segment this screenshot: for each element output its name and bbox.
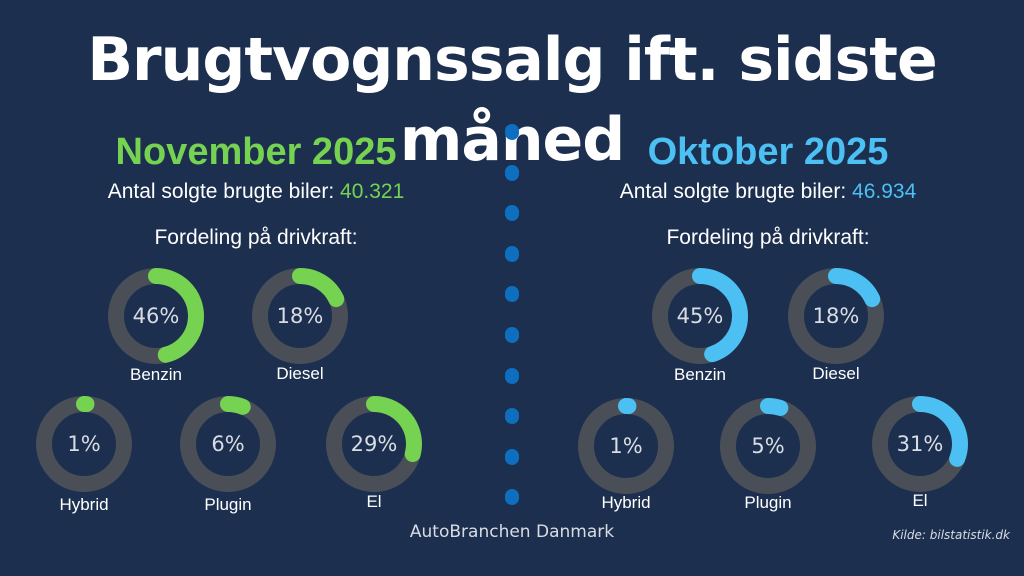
donut-value-arc <box>788 268 884 364</box>
donut-percent-label: 45% <box>676 304 724 328</box>
panel-october: Oktober 2025 Antal solgte brugte biler: … <box>512 0 1024 576</box>
divider-dash <box>505 246 519 262</box>
donut-value-arc <box>108 268 204 364</box>
donut-category-label: Benzin <box>674 365 726 384</box>
donut-percent-label: 6% <box>211 432 245 456</box>
donut-category-label: Diesel <box>276 364 324 383</box>
donut-plugin: 5% <box>718 396 818 496</box>
donut-percent-label: 1% <box>609 434 643 458</box>
donut-el: 31% <box>870 394 970 494</box>
donut-value-arc <box>578 398 674 494</box>
sales-count-line: Antal solgte brugte biler: 46.934 <box>512 178 1024 206</box>
donut-category-label: El <box>912 491 928 510</box>
donut-category-label: Plugin <box>204 495 252 514</box>
donut-value-arc <box>180 396 276 492</box>
sales-count-label: Antal solgte brugte biler: <box>107 180 335 203</box>
donut-svg <box>180 396 276 492</box>
divider-dash <box>505 368 519 384</box>
donut-category-label: El <box>366 492 382 511</box>
donut-svg <box>720 398 816 494</box>
donut-value-arc <box>652 268 748 364</box>
donut-percent-label: 46% <box>132 304 180 328</box>
donut-category-label: Benzin <box>130 365 182 384</box>
donut-benzin: 46% <box>106 266 206 366</box>
divider-dash <box>505 205 519 221</box>
donut-svg <box>578 398 674 494</box>
divider-dash <box>505 286 519 302</box>
donut-percent-label: 18% <box>276 304 324 328</box>
donut-benzin: 45% <box>650 266 750 366</box>
donut-category-label: Hybrid <box>601 493 651 512</box>
donut-svg <box>788 268 884 364</box>
donut-svg <box>36 396 132 492</box>
sales-count-line: Antal solgte brugte biler: 40.321 <box>0 178 512 206</box>
donut-svg <box>108 268 204 364</box>
divider-dash <box>505 124 519 140</box>
period-title: November 2025 <box>115 131 397 173</box>
donut-value-arc <box>326 396 422 492</box>
sales-count-value: 46.934 <box>852 180 917 203</box>
donut-el: 29% <box>324 394 424 494</box>
donut-svg <box>252 268 348 364</box>
donut-percent-label: 18% <box>812 304 860 328</box>
period-title: Oktober 2025 <box>647 131 889 173</box>
donut-hybrid: 1% <box>576 396 676 496</box>
donut-diesel: 18% <box>786 266 886 366</box>
donut-svg <box>652 268 748 364</box>
source-note: Kilde: bilstatistik.dk <box>892 528 1010 542</box>
donut-category-label: Plugin <box>744 493 792 512</box>
donut-category-label: Diesel <box>812 364 860 383</box>
donut-percent-label: 5% <box>751 434 785 458</box>
page-title: Brugtvognssalg ift. sidste måned <box>87 25 937 175</box>
sales-count-value: 40.321 <box>340 180 405 203</box>
donut-category-label: Hybrid <box>59 495 109 514</box>
divider-dash <box>505 165 519 181</box>
donut-svg <box>326 396 422 492</box>
donut-hybrid: 1% <box>34 394 134 494</box>
sales-count-label: Antal solgte brugte biler: <box>619 180 847 203</box>
distribution-subheading: Fordeling på drivkraft: <box>154 226 358 249</box>
divider-dash <box>505 327 519 343</box>
donut-value-arc <box>36 396 132 492</box>
donut-value-arc <box>720 398 816 494</box>
donut-percent-label: 1% <box>67 432 101 456</box>
panel-november: November 2025 Antal solgte brugte biler:… <box>0 131 512 514</box>
donut-plugin: 6% <box>178 394 278 494</box>
donut-diesel: 18% <box>250 266 350 366</box>
donut-value-arc <box>252 268 348 364</box>
divider-dash <box>505 408 519 424</box>
divider-dash <box>505 449 519 465</box>
distribution-subheading: Fordeling på drivkraft: <box>666 226 870 249</box>
donut-svg <box>872 396 968 492</box>
donut-value-arc <box>872 396 968 492</box>
donut-percent-label: 31% <box>896 432 944 456</box>
divider-dash <box>505 489 519 505</box>
footer-brand: AutoBranchen Danmark <box>409 522 615 542</box>
donut-percent-label: 29% <box>350 432 398 456</box>
